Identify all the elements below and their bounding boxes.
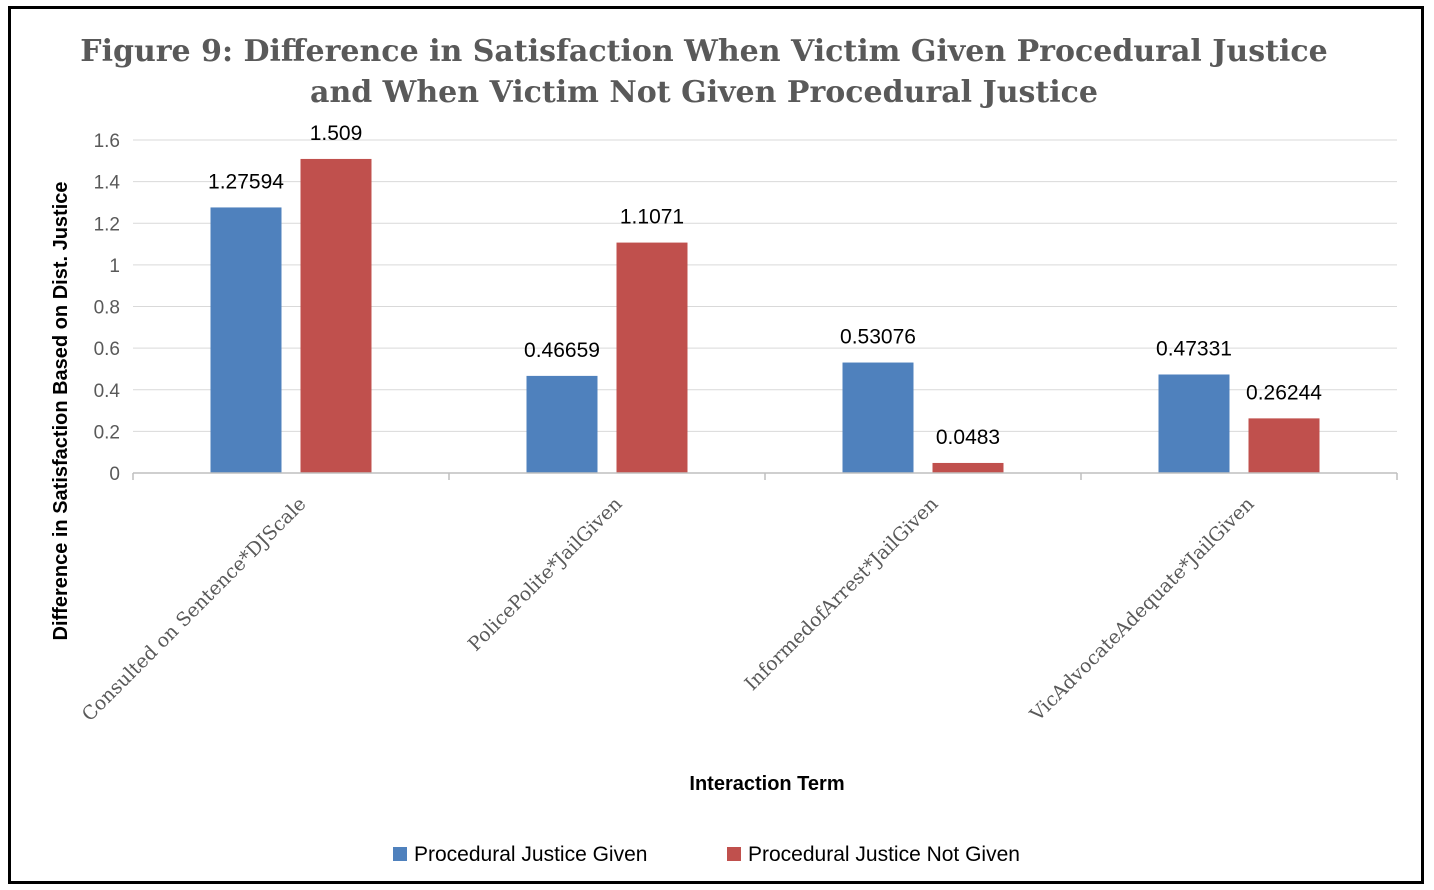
y-tick-label: 1.2 xyxy=(94,214,120,235)
chart-frame: Figure 9: Difference in Satisfaction Whe… xyxy=(8,6,1424,884)
legend-label: Procedural Justice Not Given xyxy=(748,843,1020,866)
bar xyxy=(526,375,598,473)
y-tick-label: 0.4 xyxy=(94,381,121,402)
data-labels: 1.27594 1.509 0.46659 1.1071 0.53076 0.0483 0.… xyxy=(208,122,1322,449)
bar xyxy=(842,362,914,473)
y-tick-label: 0.2 xyxy=(94,422,120,443)
data-label: 0.46659 xyxy=(524,339,600,362)
bar xyxy=(616,242,688,473)
legend: Procedural Justice Given Procedural Justi… xyxy=(393,843,1020,866)
chart-title-line-1: Figure 9: Difference in Satisfaction Whe… xyxy=(80,34,1327,69)
chart-title-line-2: and When Victim Not Given Procedural Jus… xyxy=(310,75,1098,110)
x-tick-label: PolicePolite*JailGiven xyxy=(464,493,627,656)
x-tick-label: Consulted on Sentence*DJScale xyxy=(78,493,311,726)
legend-swatch xyxy=(727,847,741,861)
bar xyxy=(1248,418,1320,473)
bars xyxy=(210,158,1320,473)
y-tick-label: 1.4 xyxy=(94,173,121,194)
data-label: 1.509 xyxy=(310,122,363,145)
y-tick-label: 0 xyxy=(109,464,120,485)
x-tick-label: InformedofArrest*JailGiven xyxy=(740,493,942,695)
legend-swatch xyxy=(393,847,407,861)
y-tick-label: 1.6 xyxy=(94,131,120,152)
x-tick-label: VicAdvocateAdequate*JailGiven xyxy=(1025,493,1258,726)
bar-chart: Figure 9: Difference in Satisfaction Whe… xyxy=(50,34,1398,866)
bar xyxy=(210,207,282,473)
bar xyxy=(300,158,372,473)
bar xyxy=(932,462,1004,473)
x-axis-title: Interaction Term xyxy=(689,773,844,795)
y-axis-title: Difference in Satisfaction Based on Dist… xyxy=(50,181,72,640)
y-tick-label: 0.6 xyxy=(94,339,120,360)
data-label: 1.1071 xyxy=(620,206,684,229)
data-label: 1.27594 xyxy=(208,170,284,193)
y-tick-label: 1 xyxy=(109,256,120,277)
y-tick-label: 0.8 xyxy=(94,298,120,319)
data-label: 0.47331 xyxy=(1156,337,1232,360)
data-label: 0.0483 xyxy=(936,426,1000,449)
data-label: 0.26244 xyxy=(1246,381,1322,404)
legend-label: Procedural Justice Given xyxy=(414,843,647,866)
data-label: 0.53076 xyxy=(840,326,916,349)
bar xyxy=(1158,374,1230,473)
